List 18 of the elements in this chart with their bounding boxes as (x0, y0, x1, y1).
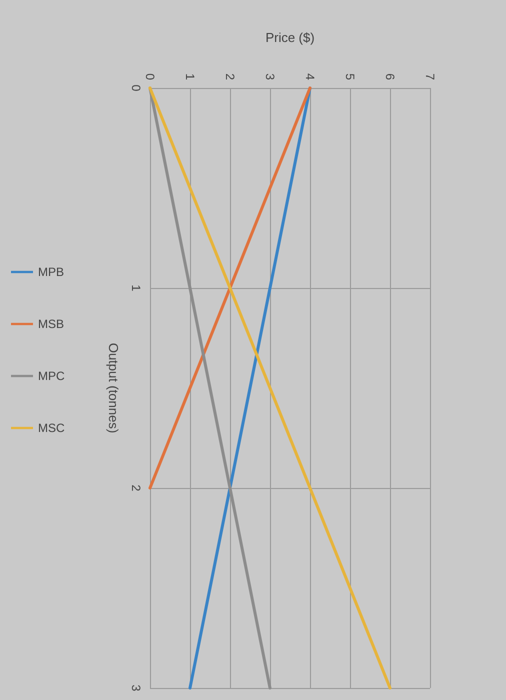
legend-label: MSB (38, 317, 64, 331)
y-axis-title: Output (tonnes) (106, 342, 121, 434)
y-tick-label: 0 (129, 84, 143, 92)
x-tick-label: 0 (143, 73, 157, 80)
y-tick-label: 3 (129, 684, 143, 692)
x-tick-label: 5 (343, 73, 357, 80)
legend-label: MPB (38, 265, 64, 279)
x-tick-label: 1 (183, 73, 197, 80)
legend-label: MSC (38, 421, 65, 435)
x-tick-label: 6 (383, 73, 397, 80)
x-tick-label: 4 (303, 73, 317, 80)
x-axis-title: Price ($) (265, 30, 315, 45)
y-tick-label: 2 (129, 484, 143, 492)
y-tick-label: 1 (129, 284, 143, 292)
x-tick-label: 2 (223, 73, 237, 80)
x-tick-label: 3 (263, 73, 277, 80)
x-tick-label: 7 (423, 73, 437, 80)
legend-label: MPC (38, 369, 65, 383)
